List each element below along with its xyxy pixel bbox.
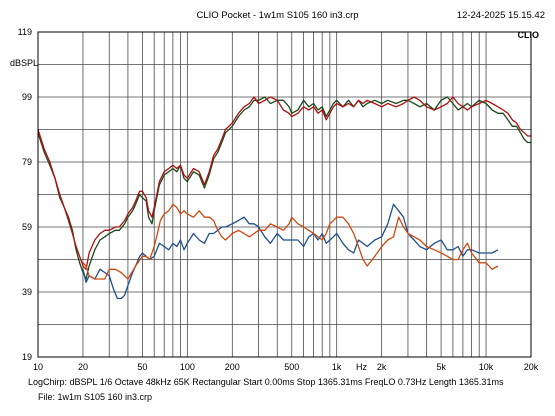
y-tick-label: 99	[22, 92, 32, 102]
x-tick-label: 5k	[436, 362, 446, 372]
series-layer	[37, 96, 531, 300]
x-tick-label: 2k	[377, 362, 387, 372]
series-line-1	[37, 96, 531, 280]
grid-lines	[38, 32, 531, 357]
file-name: File: 1w1m S105 160 in3.crp	[38, 392, 153, 402]
x-tick-label: 20	[78, 362, 88, 372]
series-line-4	[82, 203, 499, 280]
x-tick-label: 10	[33, 362, 43, 372]
y-tick-label: 19	[22, 352, 32, 362]
series-line-2	[37, 96, 531, 270]
x-tick-label: 20k	[524, 362, 539, 372]
y-tick-label: 39	[22, 287, 32, 297]
measurement-settings: LogChirp: dBSPL 1/6 Octave 48kHz 65K Rec…	[28, 377, 504, 387]
x-tick-label: 100	[180, 362, 195, 372]
brand-logo: CLIO	[517, 30, 540, 40]
y-tick-label: 119	[18, 27, 32, 37]
series-line-3	[82, 203, 499, 300]
x-tick-label: 10k	[479, 362, 494, 372]
x-tick-label: 50	[137, 362, 147, 372]
x-tick-label: 200	[225, 362, 240, 372]
y-axis-label: dBSPL	[10, 58, 39, 68]
chart-title: CLIO Pocket - 1w1m S105 160 in3.crp	[196, 10, 359, 21]
x-tick-label: 1k	[332, 362, 342, 372]
x-tick-label: 500	[284, 362, 299, 372]
y-tick-label: 79	[22, 157, 32, 167]
axis-tick-labels: 19 39 59 79 99 119 10 20 50 100 200 500 1k 2k 5k 10k 20k	[18, 27, 539, 372]
y-tick-label: 59	[22, 222, 32, 232]
x-axis-unit-label: Hz	[356, 362, 367, 372]
plot-frame	[37, 31, 532, 358]
timestamp: 12-24-2025 15.15.42	[456, 10, 545, 21]
